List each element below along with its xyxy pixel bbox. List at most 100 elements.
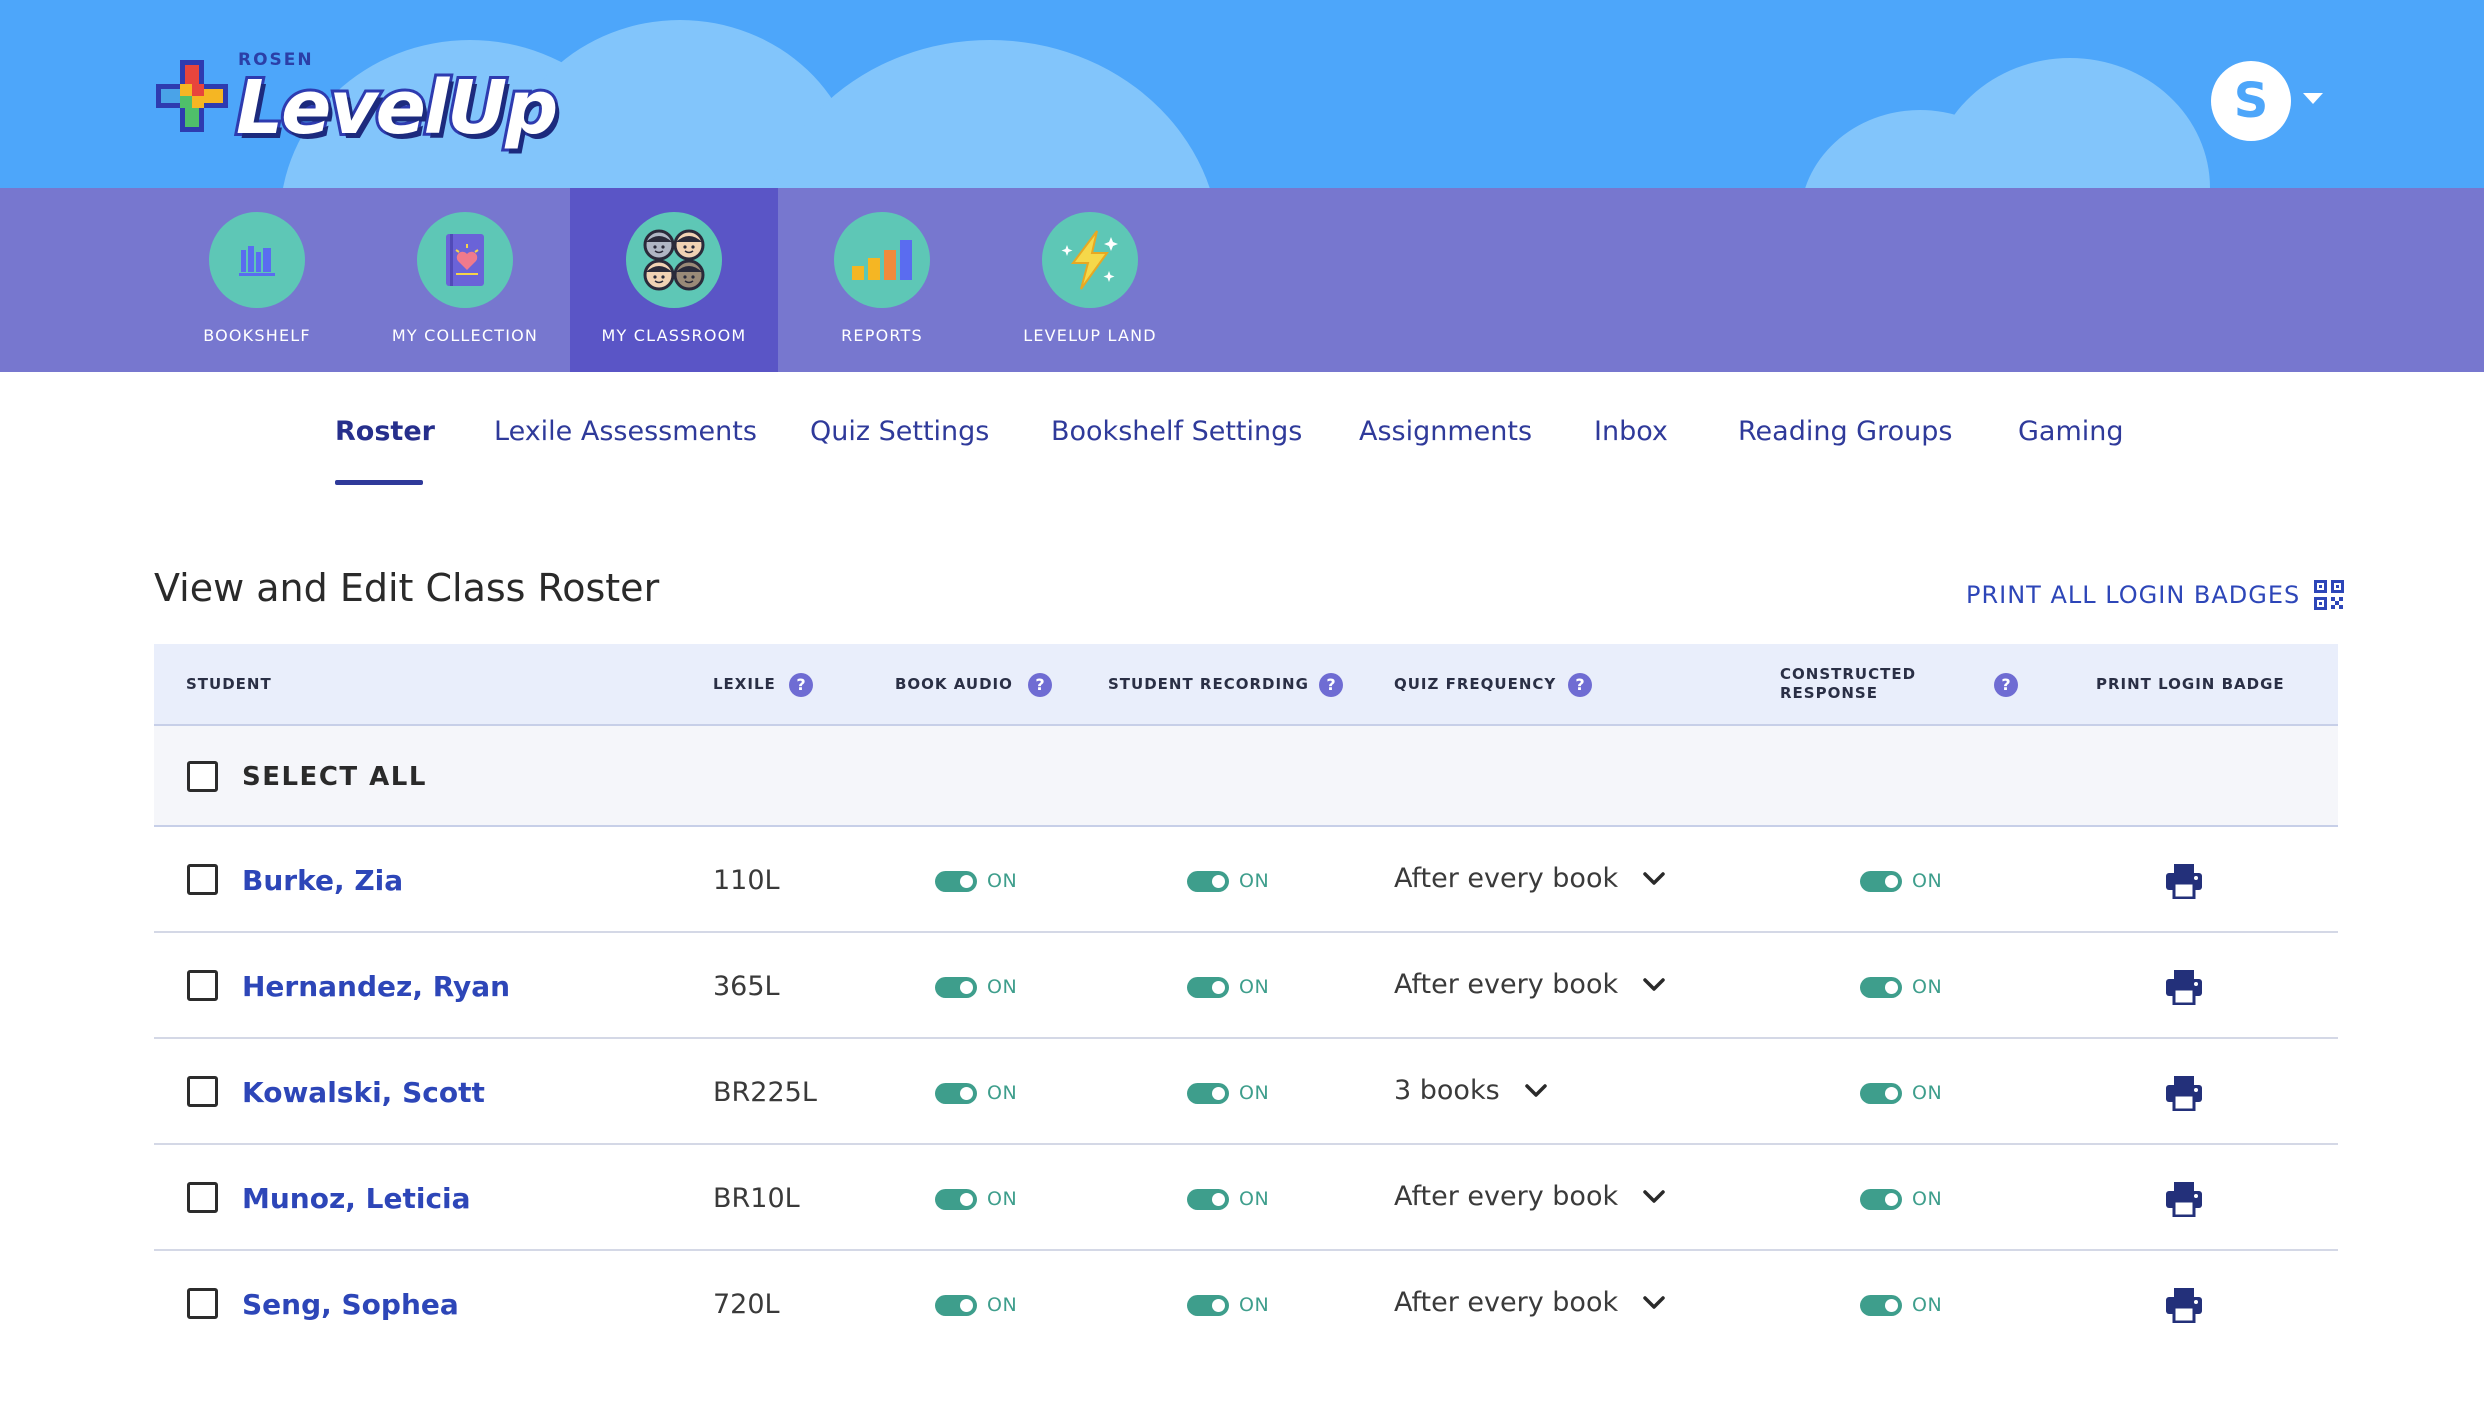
help-icon[interactable]: ? xyxy=(1028,673,1052,697)
chevron-down-icon xyxy=(1524,1083,1547,1097)
nav-item-my-collection[interactable]: MY COLLECTION xyxy=(361,188,569,372)
help-icon[interactable]: ? xyxy=(1568,673,1592,697)
header-student-recording: STUDENT RECORDING xyxy=(1108,675,1309,693)
nav-label: BOOKSHELF xyxy=(203,326,311,345)
help-icon[interactable]: ? xyxy=(1994,673,2018,697)
tab-gaming[interactable]: Gaming xyxy=(2018,416,2124,447)
quiz-frequency-select[interactable]: After every book xyxy=(1394,1181,1666,1212)
student-checkbox[interactable] xyxy=(187,970,218,1001)
chevron-down-icon xyxy=(1643,871,1665,885)
constructed-response-toggle[interactable]: ON xyxy=(1860,1188,1942,1210)
printer-icon[interactable] xyxy=(2165,863,2203,899)
toggle-track xyxy=(1187,870,1229,892)
active-tab-indicator xyxy=(335,480,423,485)
toggle-track xyxy=(1187,1082,1229,1104)
toggle-track xyxy=(1860,1082,1902,1104)
student-recording-toggle[interactable]: ON xyxy=(1187,976,1269,998)
bar-chart-icon xyxy=(852,240,912,280)
printer-icon[interactable] xyxy=(2165,1181,2203,1217)
student-name-link[interactable]: Seng, Sophea xyxy=(242,1288,459,1321)
header-print-login-badge: PRINT LOGIN BADGE xyxy=(2096,675,2285,693)
print-all-label: PRINT ALL LOGIN BADGES xyxy=(1966,581,2301,609)
logo-levelup-text: LevelUp xyxy=(233,63,561,153)
printer-icon[interactable] xyxy=(2165,969,2203,1005)
header-quiz-frequency: QUIZ FREQUENCY xyxy=(1394,675,1557,693)
nav-item-levelup-land[interactable]: LEVELUP LAND xyxy=(986,188,1194,372)
lexile-value: 720L xyxy=(713,1289,780,1320)
classroom-tabs: Roster Lexile Assessments Quiz Settings … xyxy=(0,372,2484,488)
toggle-label: ON xyxy=(1239,1188,1270,1210)
logo-rosen-text: ROSEN xyxy=(238,50,314,70)
student-name-link[interactable]: Munoz, Leticia xyxy=(242,1182,471,1215)
student-name-link[interactable]: Hernandez, Ryan xyxy=(242,970,511,1003)
student-checkbox[interactable] xyxy=(187,1076,218,1107)
student-recording-toggle[interactable]: ON xyxy=(1187,1188,1269,1210)
main-nav: BOOKSHELF MY COLLECTION xyxy=(0,188,2484,372)
lexile-value: 110L xyxy=(713,865,780,896)
printer-icon[interactable] xyxy=(2165,1075,2203,1111)
toggle-label: ON xyxy=(1239,870,1270,892)
header-constructed-response-line2: RESPONSE xyxy=(1780,684,1878,702)
toggle-label: ON xyxy=(1239,1082,1270,1104)
toggle-track xyxy=(935,1082,977,1104)
tab-bookshelf-settings[interactable]: Bookshelf Settings xyxy=(1051,416,1303,447)
print-all-login-badges-button[interactable]: PRINT ALL LOGIN BADGES xyxy=(1966,580,2345,610)
help-icon[interactable]: ? xyxy=(1319,673,1343,697)
nav-label: LEVELUP LAND xyxy=(1023,326,1157,345)
students-icon xyxy=(643,229,705,291)
top-banner: ROSEN LevelUp S xyxy=(0,0,2484,188)
tab-reading-groups[interactable]: Reading Groups xyxy=(1738,416,1953,447)
nav-item-bookshelf[interactable]: BOOKSHELF xyxy=(153,188,361,372)
nav-label: MY CLASSROOM xyxy=(601,326,747,345)
toggle-label: ON xyxy=(987,1188,1018,1210)
toggle-label: ON xyxy=(987,1082,1018,1104)
constructed-response-toggle[interactable]: ON xyxy=(1860,976,1942,998)
quiz-frequency-select[interactable]: After every book xyxy=(1394,969,1666,1000)
quiz-frequency-select[interactable]: After every book xyxy=(1394,863,1666,894)
toggle-label: ON xyxy=(1239,976,1270,998)
nav-icon-circle xyxy=(834,212,930,308)
quiz-frequency-select[interactable]: After every book xyxy=(1394,1287,1666,1318)
printer-icon[interactable] xyxy=(2165,1287,2203,1323)
toggle-track xyxy=(935,1294,977,1316)
table-header: STUDENT LEXILE ? BOOK AUDIO ? STUDENT RE… xyxy=(154,644,2338,726)
student-recording-toggle[interactable]: ON xyxy=(1187,870,1269,892)
toggle-track xyxy=(1860,870,1902,892)
quiz-frequency-value: After every book xyxy=(1394,1287,1619,1318)
nav-item-reports[interactable]: REPORTS xyxy=(778,188,986,372)
select-all-checkbox[interactable] xyxy=(187,761,218,792)
book-audio-toggle[interactable]: ON xyxy=(935,1082,1017,1104)
constructed-response-toggle[interactable]: ON xyxy=(1860,1082,1942,1104)
toggle-track xyxy=(935,870,977,892)
tab-roster[interactable]: Roster xyxy=(335,416,435,447)
toggle-track xyxy=(1860,976,1902,998)
toggle-track xyxy=(1860,1294,1902,1316)
levelup-logo[interactable]: ROSEN LevelUp xyxy=(152,48,561,158)
tab-inbox[interactable]: Inbox xyxy=(1594,416,1668,447)
constructed-response-toggle[interactable]: ON xyxy=(1860,1294,1942,1316)
student-checkbox[interactable] xyxy=(187,1182,218,1213)
student-recording-toggle[interactable]: ON xyxy=(1187,1294,1269,1316)
chevron-down-icon xyxy=(1643,1189,1665,1203)
student-checkbox[interactable] xyxy=(187,1288,218,1319)
student-name-link[interactable]: Kowalski, Scott xyxy=(242,1076,485,1109)
book-audio-toggle[interactable]: ON xyxy=(935,1294,1017,1316)
bookshelf-icon xyxy=(239,246,275,276)
tab-lexile-assessments[interactable]: Lexile Assessments xyxy=(494,416,757,447)
tab-assignments[interactable]: Assignments xyxy=(1359,416,1533,447)
constructed-response-toggle[interactable]: ON xyxy=(1860,870,1942,892)
tab-quiz-settings[interactable]: Quiz Settings xyxy=(810,416,990,447)
student-recording-toggle[interactable]: ON xyxy=(1187,1082,1269,1104)
student-name-link[interactable]: Burke, Zia xyxy=(242,864,404,897)
nav-item-my-classroom[interactable]: MY CLASSROOM xyxy=(570,188,778,372)
quiz-frequency-value: After every book xyxy=(1394,1181,1619,1212)
toggle-track xyxy=(1187,1294,1229,1316)
help-icon[interactable]: ? xyxy=(789,673,813,697)
caret-down-icon[interactable] xyxy=(2303,93,2323,104)
student-checkbox[interactable] xyxy=(187,864,218,895)
book-audio-toggle[interactable]: ON xyxy=(935,870,1017,892)
user-avatar[interactable]: S xyxy=(2211,61,2291,141)
book-audio-toggle[interactable]: ON xyxy=(935,976,1017,998)
book-audio-toggle[interactable]: ON xyxy=(935,1188,1017,1210)
quiz-frequency-select[interactable]: 3 books xyxy=(1394,1075,1548,1106)
